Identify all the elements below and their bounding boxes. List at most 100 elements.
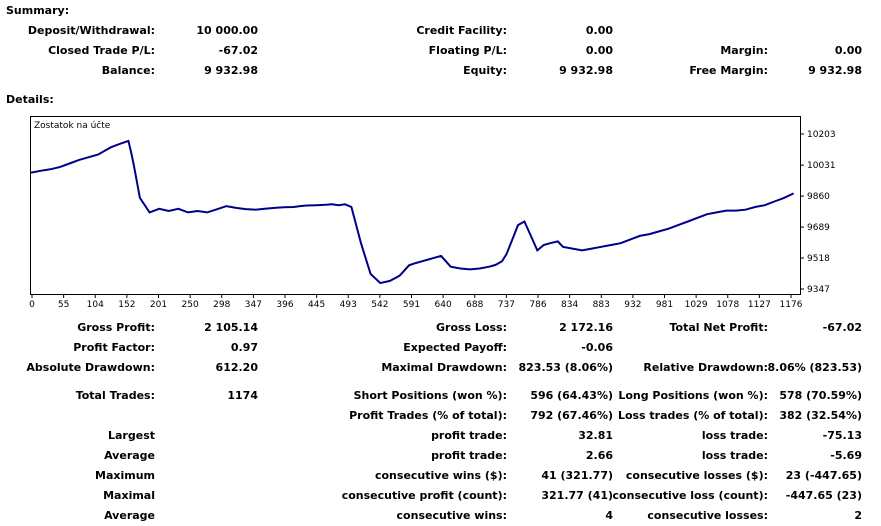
largest-profit-label: profit trade:	[431, 429, 507, 442]
x-tick-label: 445	[308, 300, 325, 310]
average-profit-value: 2.66	[585, 449, 613, 462]
largest-profit-value: 32.81	[578, 429, 613, 442]
profit-trades-value: 792 (67.46%)	[530, 409, 613, 422]
y-tick-label: 9347	[807, 285, 830, 295]
balance-label: Balance:	[101, 64, 155, 77]
x-tick-label: 786	[529, 300, 546, 310]
max-cons-wins-label: consecutive wins ($):	[374, 469, 507, 482]
largest-loss-label: loss trade:	[701, 429, 768, 442]
max-cons-losses-label: consecutive losses ($):	[625, 469, 768, 482]
max-cons-wins-value: 41 (321.77)	[541, 469, 613, 482]
maximal-loss-value: -447.65 (23)	[785, 489, 862, 502]
profit-trades-label: Profit Trades (% of total):	[349, 409, 507, 422]
short-positions-value: 596 (64.43%)	[530, 389, 613, 402]
floating-pl-label: Floating P/L:	[428, 44, 507, 57]
x-tick-label: 1176	[780, 300, 803, 310]
absolute-drawdown-label: Absolute Drawdown:	[26, 361, 155, 374]
x-tick-label: 737	[498, 300, 515, 310]
average2-label: Average	[104, 509, 155, 522]
gross-profit-value: 2 105.14	[204, 321, 258, 334]
x-tick-label: 932	[624, 300, 641, 310]
avg-cons-wins-value: 4	[605, 509, 613, 522]
balance-line	[31, 139, 795, 285]
balance-chart: Zostatok na účte	[30, 116, 801, 295]
y-tick-label: 10203	[807, 130, 836, 140]
y-tick-label: 9860	[807, 192, 830, 202]
maximum-label: Maximum	[95, 469, 155, 482]
gross-loss-value: 2 172.16	[559, 321, 613, 334]
balance-chart-svg: Zostatok na účte	[31, 120, 795, 285]
equity-value: 9 932.98	[559, 64, 613, 77]
balance-value: 9 932.98	[204, 64, 258, 77]
floating-pl-value: 0.00	[585, 44, 613, 57]
y-tick-label: 10031	[807, 161, 836, 171]
long-positions-label: Long Positions (won %):	[618, 389, 768, 402]
average-profit-label: profit trade:	[431, 449, 507, 462]
absolute-drawdown-value: 612.20	[215, 361, 258, 374]
x-tick-label: 834	[561, 300, 578, 310]
x-tick-label: 1029	[685, 300, 708, 310]
relative-drawdown-value: 8.06% (823.53)	[767, 361, 863, 374]
profit-factor-value: 0.97	[230, 341, 258, 354]
deposit-label: Deposit/Withdrawal:	[27, 24, 155, 37]
total-trades-label: Total Trades:	[75, 389, 155, 402]
x-tick-label: 250	[182, 300, 199, 310]
long-positions-value: 578 (70.59%)	[779, 389, 862, 402]
x-tick-label: 104	[87, 300, 104, 310]
credit-label: Credit Facility:	[416, 24, 507, 37]
x-tick-label: 493	[340, 300, 357, 310]
average-loss-label: loss trade:	[701, 449, 768, 462]
x-tick-label: 1078	[716, 300, 739, 310]
x-tick-label: 640	[435, 300, 452, 310]
net-profit-label: Total Net Profit:	[669, 321, 769, 334]
x-tick-label: 981	[656, 300, 673, 310]
maximal-drawdown-label: Maximal Drawdown:	[381, 361, 507, 374]
credit-value: 0.00	[585, 24, 613, 37]
profit-factor-label: Profit Factor:	[73, 341, 155, 354]
y-tick-label: 9518	[807, 254, 830, 264]
x-tick-label: 883	[593, 300, 610, 310]
max-cons-losses-value: 23 (-447.65)	[785, 469, 862, 482]
x-tick-label: 396	[276, 300, 293, 310]
maximal-drawdown-value: 823.53 (8.06%)	[518, 361, 614, 374]
relative-drawdown-label: Relative Drawdown:	[643, 361, 768, 374]
margin-value: 0.00	[834, 44, 862, 57]
x-tick-label: 298	[213, 300, 230, 310]
x-tick-label: 55	[58, 300, 69, 310]
average-loss-value: -5.69	[830, 449, 862, 462]
expected-payoff-label: Expected Payoff:	[403, 341, 507, 354]
avg-cons-losses-label: consecutive losses:	[647, 509, 768, 522]
average-label: Average	[104, 449, 155, 462]
maximal-profit-label: consecutive profit (count):	[341, 489, 507, 502]
gross-profit-label: Gross Profit:	[77, 321, 155, 334]
closed-pl-label: Closed Trade P/L:	[48, 44, 155, 57]
x-tick-label: 591	[403, 300, 420, 310]
expected-payoff-value: -0.06	[581, 341, 613, 354]
maximal-label: Maximal	[103, 489, 155, 502]
loss-trades-value: 382 (32.54%)	[779, 409, 862, 422]
largest-loss-value: -75.13	[822, 429, 862, 442]
summary-title: Summary:	[6, 4, 70, 17]
loss-trades-label: Loss trades (% of total):	[617, 409, 768, 422]
margin-label: Margin:	[720, 44, 768, 57]
avg-cons-wins-label: consecutive wins:	[396, 509, 507, 522]
free-margin-label: Free Margin:	[689, 64, 768, 77]
y-tick-label: 9689	[807, 223, 830, 233]
short-positions-label: Short Positions (won %):	[353, 389, 507, 402]
maximal-profit-value: 321.77 (41)	[541, 489, 613, 502]
equity-label: Equity:	[463, 64, 507, 77]
net-profit-value: -67.02	[822, 321, 862, 334]
largest-label: Largest	[108, 429, 155, 442]
x-tick-label: 542	[371, 300, 388, 310]
x-tick-label: 0	[29, 300, 35, 310]
details-title: Details:	[6, 93, 54, 106]
x-tick-label: 152	[118, 300, 135, 310]
closed-pl-value: -67.02	[218, 44, 258, 57]
gross-loss-label: Gross Loss:	[436, 321, 507, 334]
x-tick-label: 347	[245, 300, 262, 310]
x-tick-label: 201	[150, 300, 167, 310]
maximal-loss-label: consecutive loss (count):	[612, 489, 768, 502]
free-margin-value: 9 932.98	[808, 64, 862, 77]
deposit-value: 10 000.00	[196, 24, 258, 37]
chart-title: Zostatok na účte	[34, 120, 111, 131]
